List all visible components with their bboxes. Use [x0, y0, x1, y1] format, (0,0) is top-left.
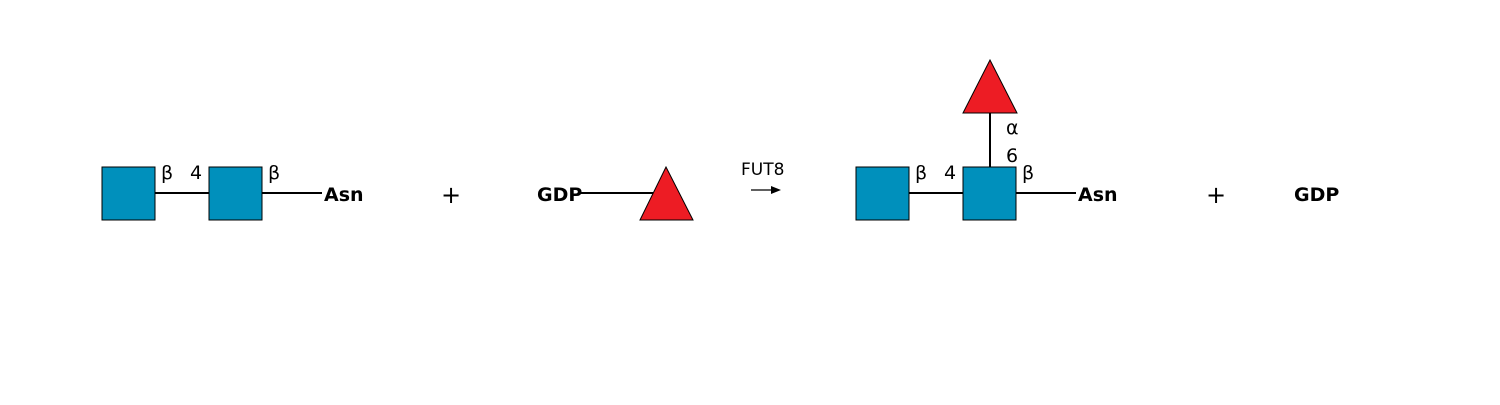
linkage-anomer-2: β — [268, 162, 280, 184]
fucose-anomer-label: α — [1006, 117, 1019, 139]
linkage-anomer-product-2: β — [1022, 162, 1034, 184]
donor-carrier-gdp: GDP — [537, 184, 582, 206]
enzyme-arrow: FUT8 — [741, 160, 784, 194]
linkage-anomer-1: β — [161, 162, 173, 184]
linkage-anomer-product-1: β — [915, 162, 927, 184]
plus-sign-1: + — [441, 181, 461, 209]
glcnac-square-2 — [208, 166, 263, 221]
linkage-position-1: 4 — [190, 162, 202, 184]
aglycone-asn-product: Asn — [1078, 184, 1118, 206]
linkage-position-product-1: 4 — [944, 162, 956, 184]
plus-sign-2: + — [1206, 181, 1226, 209]
enzyme-label: FUT8 — [741, 160, 784, 180]
fucose-triangle-donor — [639, 165, 694, 221]
fucose-position-label: 6 — [1006, 145, 1018, 167]
donor-gdp-fucose: GDP — [537, 165, 694, 221]
glcnac-square-product-1 — [855, 166, 910, 221]
product-glycan: β 4 β α 6 Asn — [855, 58, 1118, 221]
arrow-head — [771, 186, 781, 194]
glcnac-square-1 — [101, 166, 156, 221]
glcnac-square-product-2 — [962, 166, 1017, 221]
substrate-glycan: β 4 β Asn — [101, 162, 364, 221]
byproduct-gdp: GDP — [1294, 184, 1339, 206]
fucose-triangle-product — [962, 58, 1018, 114]
aglycone-asn-substrate: Asn — [324, 184, 364, 206]
